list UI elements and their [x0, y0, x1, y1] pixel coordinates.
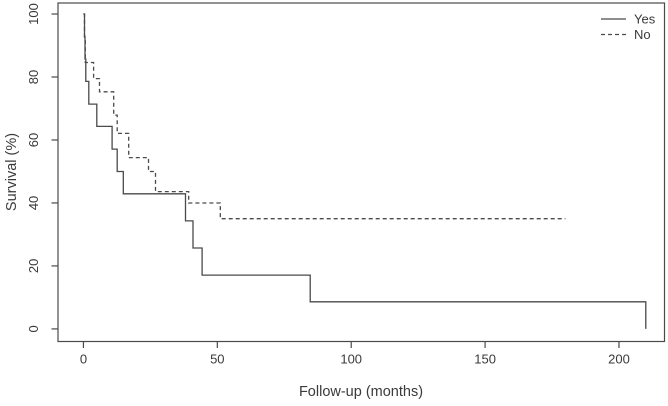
y-axis-ticks: 0 20 40 60 80 100 — [26, 3, 58, 333]
y-tick-label: 80 — [26, 70, 41, 84]
legend-label-yes: Yes — [634, 12, 656, 27]
x-tick-label: 100 — [340, 352, 362, 367]
curve-yes — [83, 13, 647, 329]
y-tick-label: 40 — [26, 196, 41, 210]
y-tick-label: 0 — [26, 325, 41, 332]
y-axis-label: Survival (%) — [4, 133, 20, 211]
y-tick-label: 20 — [26, 259, 41, 273]
x-axis-label: Follow-up (months) — [299, 384, 423, 400]
plot-area-border — [57, 2, 666, 343]
x-axis-ticks: 0 50 100 150 200 — [80, 341, 630, 367]
y-tick-label: 60 — [26, 133, 41, 147]
x-tick-label: 0 — [80, 352, 87, 367]
legend-label-no: No — [634, 27, 651, 42]
x-tick-label: 150 — [474, 352, 496, 367]
survival-curves — [83, 13, 647, 329]
y-tick-label: 100 — [26, 3, 41, 25]
curve-no — [83, 13, 566, 220]
x-tick-label: 50 — [210, 352, 224, 367]
x-tick-label: 200 — [608, 352, 630, 367]
